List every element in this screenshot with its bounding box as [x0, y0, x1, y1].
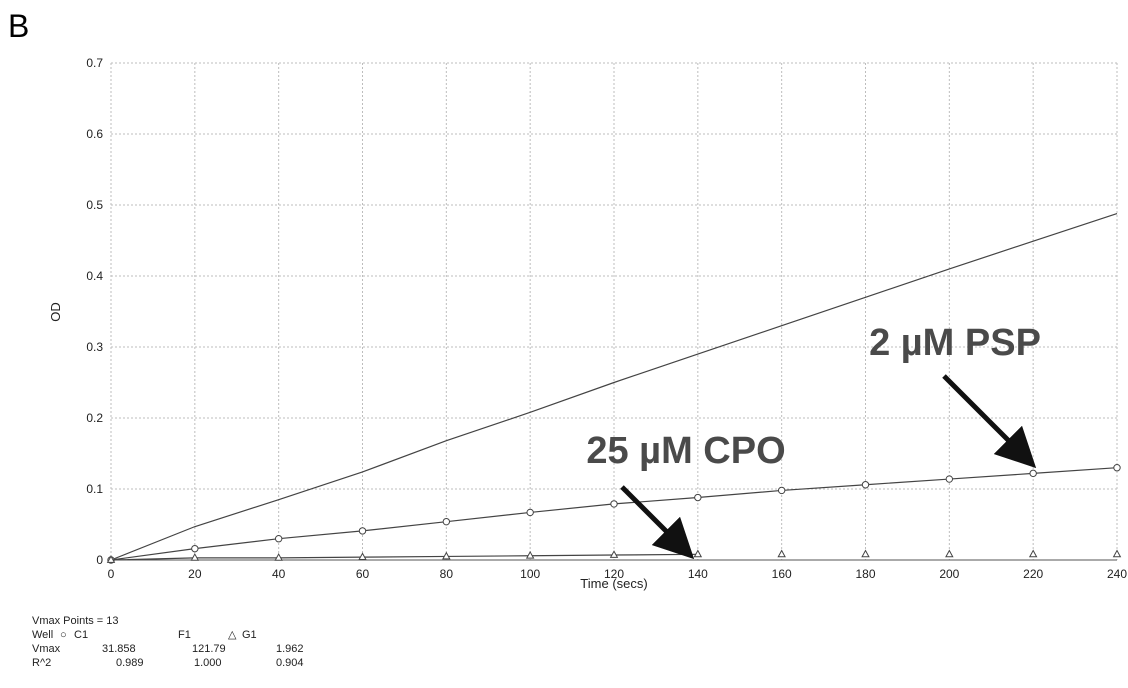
r2-label: R^2 — [32, 657, 52, 669]
grid — [110, 62, 1118, 561]
tick-labels: 0 20 40 60 80 100 120 140 160 180 200 220 240 0 0.1 0.2… — [86, 56, 1127, 581]
x-tick-label: 240 — [1107, 567, 1127, 581]
well-f1: F1 — [178, 629, 191, 641]
data-point-g1 — [106, 555, 116, 563]
data-point-c1 — [945, 475, 954, 483]
x-tick-label: 0 — [108, 567, 115, 581]
x-tick-label: 200 — [939, 567, 959, 581]
data-point-g1 — [945, 549, 954, 558]
data-point-g1 — [525, 550, 535, 559]
y-tick-label: 0.2 — [86, 411, 103, 425]
data-point-g1 — [1112, 549, 1122, 558]
y-axis-label: OD — [48, 302, 63, 322]
r2-g1: 0.904 — [276, 657, 304, 669]
y-tick-label: 0.3 — [86, 340, 103, 354]
series-line-g1 — [110, 553, 698, 561]
data-point-g1 — [358, 552, 367, 561]
data-point-g1 — [190, 553, 200, 561]
well-c1: C1 — [74, 629, 89, 641]
well-g1: G1 — [242, 629, 257, 641]
data-point-g1 — [777, 549, 786, 558]
r2-c1: 0.989 — [116, 657, 144, 669]
data-point-g1 — [442, 551, 451, 560]
data-point-c1 — [861, 481, 870, 489]
vmax-points-text: Vmax Points = 13 — [32, 615, 119, 627]
vmax-label: Vmax — [32, 643, 61, 655]
data-point-c1 — [777, 486, 786, 495]
data-point-g1 — [609, 550, 619, 558]
data-point-c1 — [442, 517, 451, 526]
data-point-c1 — [1113, 464, 1121, 472]
r2-f1: 1.000 — [194, 657, 222, 669]
y-tick-label: 0 — [96, 553, 103, 567]
data-point-g1 — [861, 549, 870, 558]
data-point-c1 — [274, 535, 283, 543]
annotation-label: 25 µM CPO — [586, 430, 785, 472]
data-point-c1 — [610, 500, 618, 508]
data-point-g1 — [693, 549, 703, 558]
y-tick-label: 0.6 — [86, 127, 103, 141]
annotations: 2 µM PSP 25 µM CPO — [586, 322, 1041, 560]
vmax-c1: 31.858 — [102, 643, 136, 655]
vmax-g1: 1.962 — [276, 643, 304, 655]
x-tick-label: 140 — [688, 567, 708, 581]
x-tick-label: 220 — [1023, 567, 1043, 581]
data-point-c1 — [526, 508, 534, 517]
data-point-c1 — [191, 544, 199, 553]
x-tick-label: 120 — [604, 567, 624, 581]
vmax-f1: 121.79 — [192, 643, 226, 655]
triangle-icon: △ — [228, 629, 237, 641]
x-tick-label: 40 — [272, 567, 286, 581]
data-point-g1 — [274, 553, 283, 561]
panel-letter: B — [8, 8, 30, 44]
data-point-g1 — [1028, 549, 1038, 558]
annotation-arrow — [942, 374, 1037, 469]
x-tick-label: 60 — [356, 567, 370, 581]
x-tick-label: 160 — [772, 567, 792, 581]
x-tick-label: 180 — [855, 567, 875, 581]
x-tick-label: 100 — [520, 567, 540, 581]
x-tick-label: 80 — [440, 567, 454, 581]
well-label: Well — [32, 629, 54, 641]
circle-icon: ○ — [60, 629, 67, 641]
x-tick-label: 20 — [188, 567, 202, 581]
data-point-c1 — [358, 527, 367, 535]
y-tick-label: 0.5 — [86, 198, 103, 212]
series-layer — [106, 212, 1122, 564]
data-point-c1 — [694, 493, 702, 502]
y-tick-label: 0.7 — [86, 56, 103, 70]
annotation-arrow — [620, 485, 695, 560]
x-axis-label: Time (secs) — [580, 576, 647, 591]
y-tick-label: 0.4 — [86, 269, 103, 283]
series-line-c1 — [110, 467, 1118, 561]
annotation-label: 2 µM PSP — [869, 322, 1041, 364]
y-tick-label: 0.1 — [86, 482, 103, 496]
series-line-f1 — [110, 212, 1118, 561]
data-point-c1 — [1029, 469, 1037, 478]
